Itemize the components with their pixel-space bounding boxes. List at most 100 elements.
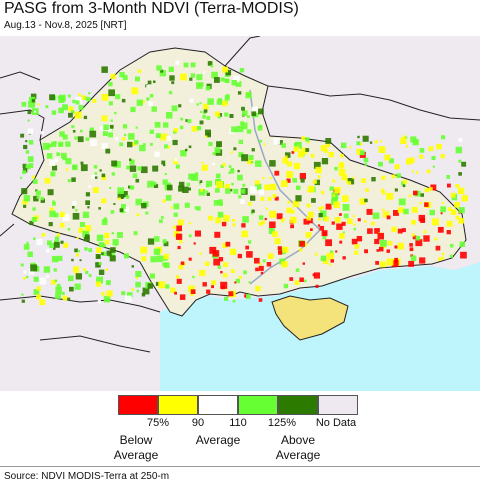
vegetation-cell bbox=[25, 150, 30, 154]
vegetation-cell bbox=[400, 137, 407, 144]
vegetation-cell bbox=[281, 220, 284, 223]
vegetation-cell bbox=[126, 165, 131, 170]
vegetation-cell bbox=[214, 111, 220, 117]
vegetation-cell bbox=[22, 199, 28, 205]
vegetation-cell bbox=[240, 199, 245, 204]
vegetation-cell bbox=[124, 253, 129, 259]
vegetation-cell bbox=[109, 186, 112, 189]
vegetation-cell bbox=[199, 252, 202, 255]
vegetation-cell bbox=[164, 172, 167, 175]
vegetation-cell bbox=[172, 139, 178, 146]
vegetation-cell bbox=[321, 230, 328, 237]
vegetation-cell bbox=[342, 231, 345, 234]
vegetation-cell bbox=[47, 189, 54, 196]
vegetation-cell bbox=[259, 262, 262, 266]
vegetation-cell bbox=[262, 177, 265, 180]
vegetation-cell bbox=[75, 209, 78, 212]
vegetation-cell bbox=[53, 212, 59, 218]
vegetation-cell bbox=[330, 259, 334, 263]
vegetation-cell bbox=[104, 232, 110, 239]
vegetation-cell bbox=[105, 280, 111, 286]
vegetation-cell bbox=[25, 140, 28, 143]
vegetation-cell bbox=[135, 76, 140, 82]
vegetation-cell bbox=[222, 163, 226, 167]
vegetation-cell bbox=[194, 206, 198, 210]
vegetation-cell bbox=[220, 281, 228, 289]
vegetation-cell bbox=[171, 81, 175, 85]
vegetation-cell bbox=[234, 281, 237, 284]
vegetation-cell bbox=[49, 160, 56, 166]
vegetation-cell bbox=[29, 220, 34, 226]
vegetation-cell bbox=[258, 189, 264, 195]
legend-tick-125: 125% bbox=[267, 417, 297, 429]
vegetation-cell bbox=[98, 262, 102, 265]
vegetation-cell bbox=[461, 161, 467, 167]
vegetation-cell bbox=[458, 138, 463, 142]
vegetation-cell bbox=[117, 232, 123, 238]
vegetation-cell bbox=[265, 207, 268, 210]
vegetation-cell bbox=[173, 128, 178, 133]
vegetation-cell bbox=[365, 188, 369, 192]
vegetation-cell bbox=[273, 137, 281, 145]
vegetation-cell bbox=[214, 231, 221, 238]
vegetation-cell bbox=[405, 145, 409, 148]
vegetation-cell bbox=[73, 266, 80, 273]
vegetation-cell bbox=[364, 163, 368, 166]
vegetation-cell bbox=[54, 236, 60, 241]
vegetation-cell bbox=[295, 195, 302, 202]
vegetation-cell bbox=[335, 250, 338, 253]
vegetation-cell bbox=[80, 95, 86, 100]
vegetation-cell bbox=[180, 261, 185, 266]
vegetation-cell bbox=[403, 179, 408, 184]
vegetation-cell bbox=[228, 165, 232, 168]
vegetation-cell bbox=[232, 75, 240, 83]
vegetation-cell bbox=[44, 177, 51, 184]
vegetation-cell bbox=[419, 148, 425, 153]
vegetation-cell bbox=[224, 296, 229, 301]
vegetation-cell bbox=[423, 235, 430, 242]
vegetation-cell bbox=[222, 242, 228, 248]
vegetation-cell bbox=[33, 195, 39, 202]
vegetation-cell bbox=[71, 177, 76, 182]
vegetation-cell bbox=[178, 185, 185, 192]
vegetation-cell bbox=[204, 261, 210, 266]
vegetation-cell bbox=[428, 146, 434, 152]
vegetation-cell bbox=[340, 153, 344, 158]
vegetation-cell bbox=[457, 187, 465, 195]
vegetation-cell bbox=[173, 203, 180, 210]
vegetation-cell bbox=[353, 228, 356, 231]
legend-tick-90: 90 bbox=[191, 417, 205, 429]
vegetation-cell bbox=[201, 164, 208, 171]
vegetation-cell bbox=[80, 161, 84, 165]
vegetation-cell bbox=[205, 129, 211, 136]
vegetation-cell bbox=[31, 217, 37, 222]
vegetation-cell bbox=[52, 165, 58, 171]
vegetation-cell bbox=[318, 217, 321, 221]
vegetation-cell bbox=[168, 66, 174, 72]
vegetation-cell bbox=[161, 160, 166, 165]
vegetation-cell bbox=[57, 255, 63, 261]
vegetation-cell bbox=[341, 221, 346, 226]
vegetation-cell bbox=[101, 198, 107, 204]
vegetation-cell bbox=[137, 166, 142, 171]
vegetation-cell bbox=[33, 289, 40, 295]
vegetation-cell bbox=[182, 186, 189, 193]
vegetation-cell bbox=[72, 99, 76, 104]
vegetation-cell bbox=[285, 152, 291, 158]
vegetation-cell bbox=[196, 74, 203, 81]
vegetation-cell bbox=[147, 238, 155, 245]
vegetation-cell bbox=[290, 216, 297, 224]
vegetation-cell bbox=[78, 93, 81, 96]
vegetation-cell bbox=[136, 99, 143, 106]
vegetation-cell bbox=[377, 232, 384, 240]
vegetation-cell bbox=[147, 180, 154, 188]
vegetation-cell bbox=[281, 143, 286, 148]
vegetation-cell bbox=[214, 147, 221, 154]
vegetation-cell bbox=[84, 247, 88, 251]
vegetation-cell bbox=[198, 182, 201, 185]
vegetation-cell bbox=[371, 177, 376, 182]
vegetation-cell bbox=[51, 110, 57, 115]
vegetation-cell bbox=[446, 230, 451, 235]
vegetation-cell bbox=[21, 188, 28, 195]
vegetation-cell bbox=[298, 151, 304, 158]
